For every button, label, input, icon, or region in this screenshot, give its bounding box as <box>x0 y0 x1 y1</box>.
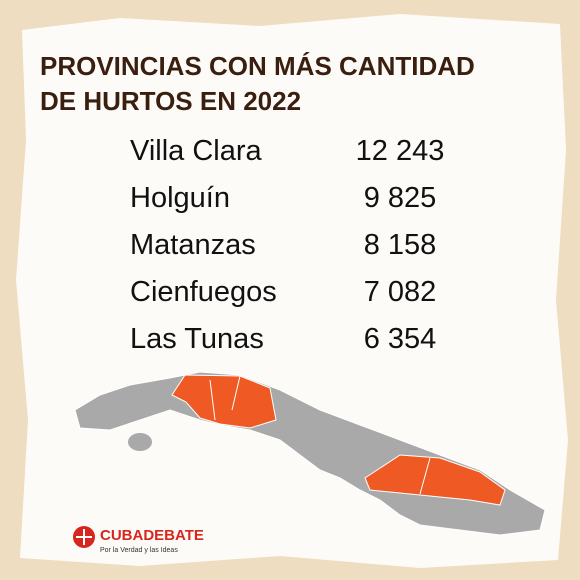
paper <box>16 14 568 568</box>
table: Villa Clara 12 243 Holguín 9 825 Matanzas 8 1… <box>130 135 444 355</box>
title-line: DE HURTOS EN 2022 <box>40 86 301 116</box>
province-name: Las Tunas <box>130 323 264 355</box>
province-value: 7 082 <box>364 276 437 308</box>
title-line: PROVINCIAS CON MÁS CANTIDAD <box>40 51 475 81</box>
province-name: Cienfuegos <box>130 276 277 308</box>
isle <box>128 433 152 451</box>
region-east <box>364 454 506 506</box>
province-value: 6 354 <box>364 323 437 355</box>
province-name: Matanzas <box>130 229 256 261</box>
province-name: Villa Clara <box>130 135 263 167</box>
logo-name: CUBADEBATE <box>100 527 204 544</box>
province-value: 9 825 <box>364 182 437 214</box>
borders <box>209 375 431 495</box>
region-west <box>171 374 277 429</box>
province-value: 8 158 <box>364 229 437 261</box>
logo-tagline: Por la Verdad y las Ideas <box>100 547 178 554</box>
province-name: Holguín <box>130 182 230 214</box>
province-value: 12 243 <box>356 135 445 167</box>
logo-cross <box>76 529 92 545</box>
map <box>74 371 546 536</box>
